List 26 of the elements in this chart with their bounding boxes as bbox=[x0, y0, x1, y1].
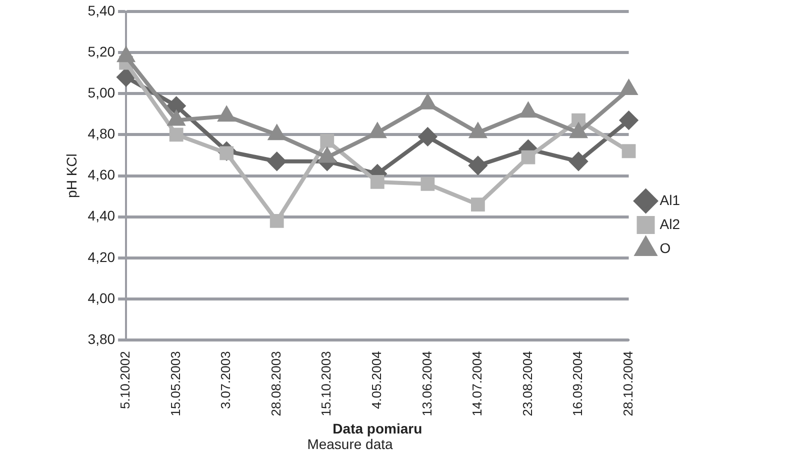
x-tick-label: 14.07.2004 bbox=[470, 351, 485, 416]
legend-label: O bbox=[660, 240, 671, 256]
y-tick-label: 3,80 bbox=[88, 330, 116, 347]
x-tick-label: 16.09.2004 bbox=[570, 351, 586, 416]
x-tick-label: 4.05.2004 bbox=[368, 351, 384, 409]
x-tick-label: 5.10.2002 bbox=[118, 351, 133, 409]
y-tick-label: 5,00 bbox=[88, 84, 116, 100]
y-tick-label: 4,80 bbox=[88, 126, 116, 142]
x-axis-title: Data pomiaru bbox=[332, 420, 422, 436]
x-tick-label: 15.10.2003 bbox=[318, 351, 334, 416]
y-tick-label: 5,20 bbox=[88, 43, 116, 60]
x-tick-label: 13.06.2004 bbox=[419, 351, 434, 416]
x-tick-label: 28.08.2003 bbox=[268, 351, 284, 416]
x-tick-label: 3.07.2003 bbox=[218, 351, 234, 409]
y-tick-label: 4,40 bbox=[88, 208, 116, 224]
y-tick-label: 4,20 bbox=[88, 248, 116, 265]
legend-label: Al2 bbox=[660, 216, 680, 232]
x-tick-label: 15.05.2003 bbox=[168, 351, 183, 416]
y-tick-label: 4,60 bbox=[88, 166, 116, 183]
y-tick-label: 5,40 bbox=[88, 2, 116, 18]
legend-label: Al1 bbox=[660, 192, 680, 208]
x-tick-label: 23.08.2004 bbox=[520, 351, 535, 416]
y-axis-title: pH KCl bbox=[63, 154, 80, 198]
x-tick-label: 28.10.2004 bbox=[620, 351, 636, 416]
y-tick-label: 4,00 bbox=[88, 290, 116, 306]
text: Measure data bbox=[306, 436, 393, 452]
